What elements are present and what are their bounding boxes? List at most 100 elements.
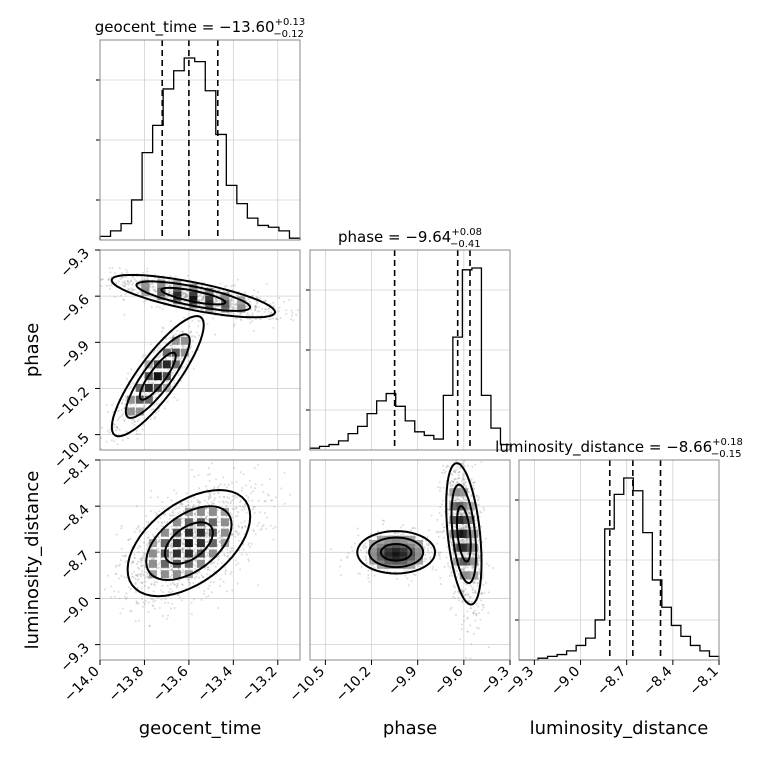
sample-point (172, 334, 175, 337)
sample-point (208, 503, 210, 506)
sample-point (119, 559, 122, 562)
sample-point (106, 430, 109, 433)
sample-point (359, 549, 362, 552)
sample-point (463, 619, 466, 622)
sample-point (176, 399, 179, 402)
sample-point (476, 584, 479, 587)
sample-point (173, 345, 176, 348)
sample-point (464, 524, 467, 527)
sample-point (232, 306, 235, 309)
sample-point (275, 317, 278, 320)
sample-point (135, 573, 138, 576)
sample-point (156, 356, 159, 359)
sample-point (212, 581, 215, 584)
sample-point (290, 309, 293, 312)
sample-point (237, 511, 240, 514)
sample-point (217, 558, 220, 561)
sample-point (199, 320, 202, 323)
sample-point (184, 293, 187, 295)
sample-point (201, 309, 204, 312)
sample-point (127, 289, 130, 291)
sample-point (402, 524, 405, 526)
sample-point (181, 285, 184, 288)
sample-point (100, 278, 103, 281)
sample-point (209, 491, 212, 494)
title-median: phase = −9.64 (338, 228, 451, 246)
sample-point (183, 293, 186, 296)
sample-point (141, 356, 144, 359)
sample-point (247, 499, 250, 502)
sample-point (464, 481, 467, 484)
sample-point (167, 614, 169, 617)
sample-point (110, 284, 113, 287)
sample-point (181, 294, 184, 297)
sample-point (142, 557, 145, 560)
sample-point (158, 306, 161, 309)
sample-point (185, 536, 188, 539)
sample-point (190, 500, 193, 503)
sample-point (216, 562, 219, 565)
sample-point (363, 547, 366, 550)
sample-point (455, 481, 458, 484)
sample-point (257, 464, 260, 466)
sample-point (206, 533, 209, 535)
density-cell (196, 539, 205, 548)
sample-point (216, 524, 219, 527)
sample-point (186, 345, 188, 348)
density-cell (189, 288, 198, 296)
sample-point (120, 524, 123, 527)
sample-point (185, 293, 188, 296)
sample-point (154, 511, 157, 514)
sample-point (247, 560, 250, 563)
sample-point (215, 299, 218, 302)
sample-point (407, 584, 410, 587)
sample-point (291, 314, 294, 317)
sample-point (143, 571, 146, 574)
sample-point (249, 321, 252, 324)
sample-point (166, 584, 169, 587)
sample-point (289, 493, 291, 496)
sample-point (233, 323, 236, 326)
sample-point (115, 572, 118, 575)
sample-point (423, 546, 426, 549)
sample-point (214, 333, 216, 336)
sample-point (171, 590, 174, 593)
sample-point (130, 279, 133, 282)
sample-point (162, 507, 165, 510)
sample-point (393, 532, 396, 535)
sample-point (123, 407, 126, 410)
sample-point (166, 567, 169, 570)
density-cell (157, 292, 166, 301)
sample-point (121, 412, 124, 415)
sample-point (194, 516, 197, 518)
sample-point (145, 393, 148, 396)
sample-point (127, 372, 130, 375)
sample-point (227, 501, 230, 504)
sample-point (400, 526, 403, 529)
sample-point (462, 475, 465, 478)
sample-point (457, 553, 460, 556)
sample-point (480, 461, 483, 464)
sample-point (158, 355, 161, 358)
sample-point (234, 515, 237, 518)
density-cell (221, 296, 230, 305)
sample-point (462, 527, 465, 530)
sample-point (216, 544, 219, 546)
sample-point (236, 294, 239, 297)
sample-point (143, 552, 145, 555)
sample-point (100, 278, 103, 281)
sample-point (166, 617, 168, 620)
sample-point (197, 319, 200, 322)
sample-point (477, 498, 480, 501)
sample-point (115, 426, 118, 428)
sample-point (141, 556, 144, 559)
sample-point (251, 314, 254, 317)
sample-point (121, 283, 124, 286)
sample-point (170, 568, 173, 571)
sample-point (119, 278, 122, 281)
sample-point (168, 291, 171, 294)
sample-point (170, 371, 173, 374)
sample-point (123, 285, 126, 288)
sample-point (237, 533, 240, 536)
sample-point (180, 536, 183, 539)
